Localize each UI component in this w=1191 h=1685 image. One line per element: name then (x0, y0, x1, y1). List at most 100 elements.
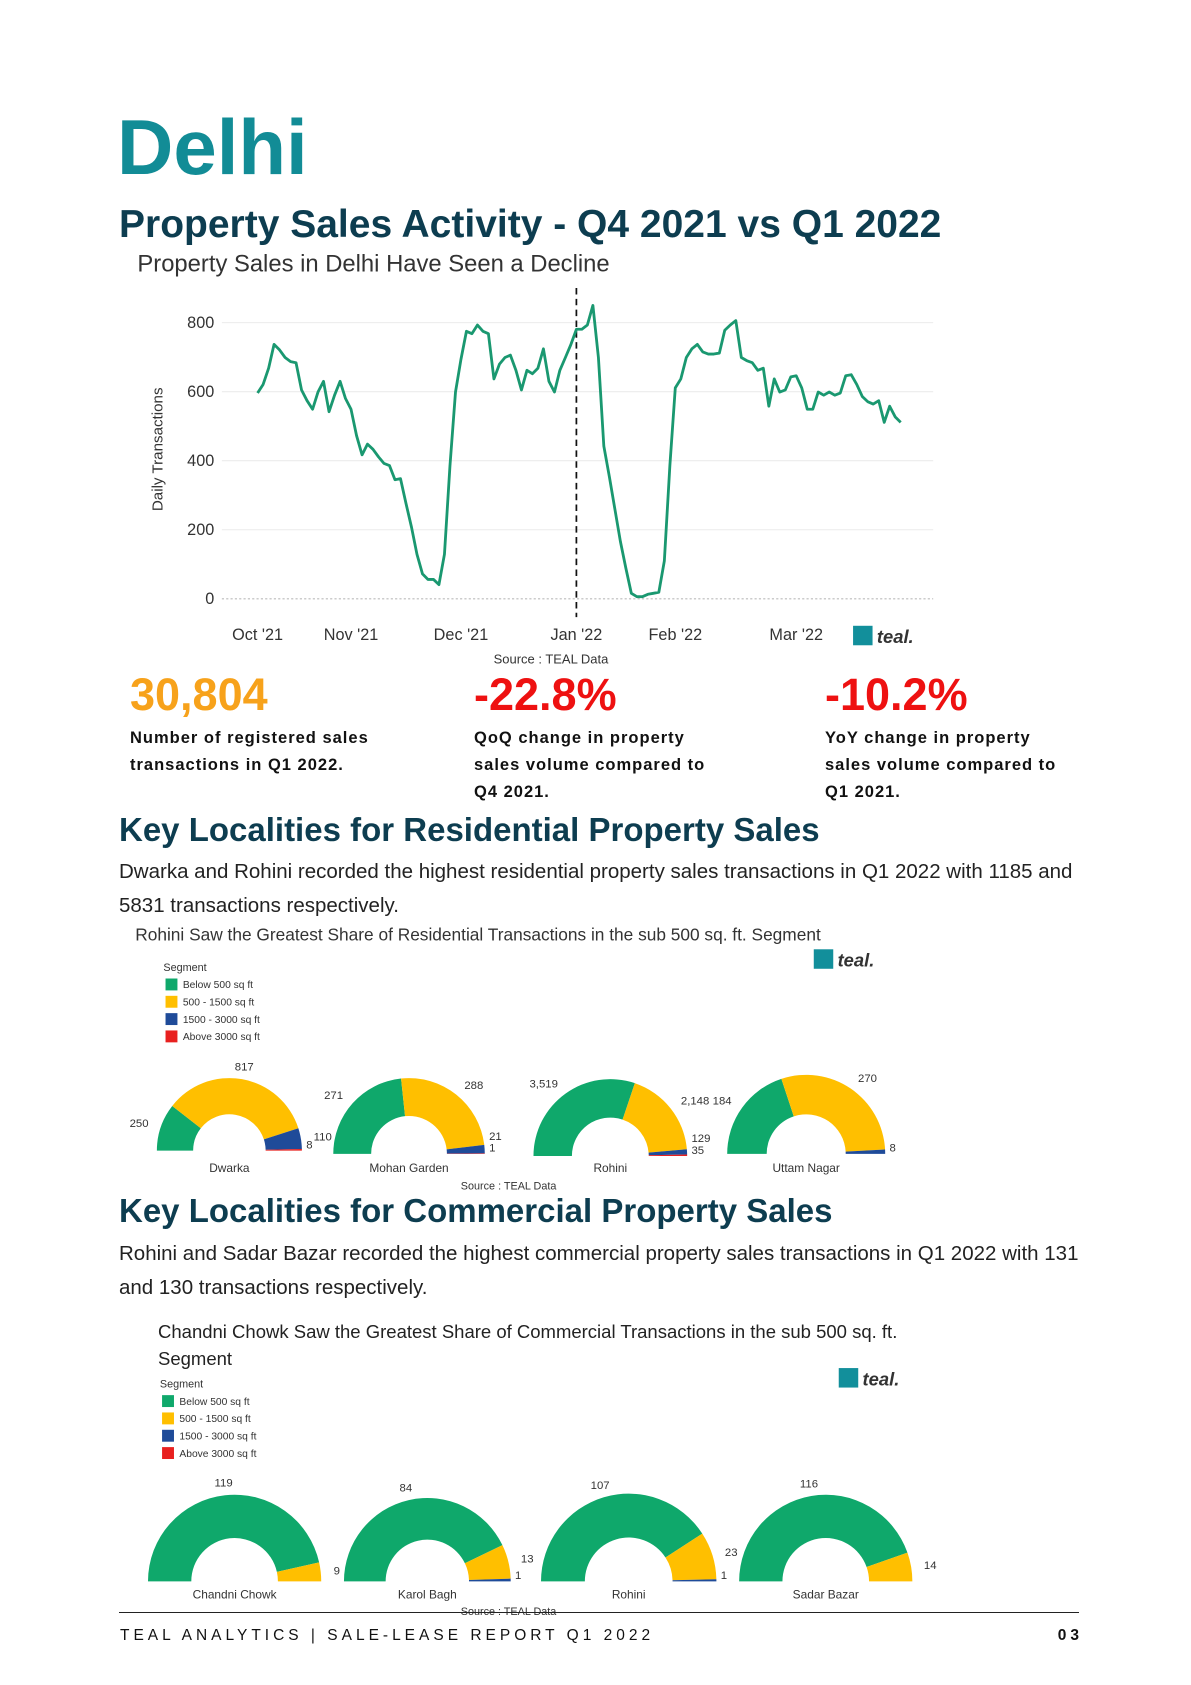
donut-segment (263, 1128, 302, 1150)
donut-segment (533, 1079, 635, 1156)
donut-segment (665, 1533, 717, 1581)
value-label: 2,148 (681, 1096, 709, 1108)
value-label: 271 (324, 1090, 343, 1102)
value-label: 3,519 (529, 1078, 557, 1090)
logo: teal. (877, 626, 914, 647)
value-label: 14 (924, 1560, 937, 1572)
value-label: 250 (130, 1118, 149, 1130)
donut-segment (672, 1579, 717, 1582)
donut-segment (401, 1078, 485, 1150)
donut-segment (648, 1154, 688, 1156)
x-tick-label: Dec '21 (434, 626, 489, 644)
donut-segment (276, 1562, 322, 1582)
donut-segment (781, 1074, 886, 1152)
legend-swatch (162, 1429, 174, 1442)
category-label: Sadar Bazar (793, 1588, 859, 1602)
category-label: Rohini (612, 1588, 646, 1602)
legend-swatch (162, 1395, 174, 1408)
y-tick-label: 400 (187, 452, 214, 470)
donut-chart: Segment Below 500 sq ft 500 - 1500 sq ft 15… (147, 1368, 937, 1618)
data-line (256, 304, 902, 599)
stat-text: Number of registered sales transactions … (130, 729, 369, 774)
stat-text: YoY change in property sales volume comp… (825, 729, 1057, 801)
donut-segment (541, 1493, 703, 1582)
category-label: Chandni Chowk (193, 1588, 277, 1602)
legend-swatch (165, 1013, 178, 1026)
donut-segment (464, 1545, 511, 1581)
value-label: 184 (713, 1095, 732, 1107)
donut-segment (845, 1149, 886, 1154)
donut-segment (468, 1578, 511, 1582)
donut-segment (156, 1105, 201, 1151)
legend-label: Above 3000 sq ft (179, 1449, 256, 1460)
footer-rule (119, 1612, 1079, 1613)
category-label: Dwarka (209, 1161, 250, 1175)
legend-swatch (162, 1412, 174, 1425)
stat-value: 30,804 (130, 669, 268, 720)
value-label: 110 (314, 1132, 332, 1144)
value-label: 817 (235, 1062, 254, 1074)
legend-label: 500 - 1500 sq ft (183, 998, 254, 1009)
category-label: Rohini (593, 1161, 627, 1175)
y-tick-label: 800 (187, 314, 214, 332)
donut-segment (446, 1144, 485, 1154)
value-label: 129 (691, 1133, 710, 1145)
logo-mark (853, 625, 873, 646)
section-text: Rohini and Sadar Bazar recorded the high… (119, 1242, 1079, 1299)
y-tick-label: 200 (187, 521, 214, 539)
legend-label: 1500 - 3000 sq ft (179, 1432, 256, 1443)
donut-segment (147, 1494, 320, 1582)
category-label: Mohan Garden (369, 1161, 448, 1175)
value-label: 35 (691, 1145, 704, 1157)
legend-swatch (165, 995, 178, 1008)
value-label: 13 (521, 1554, 534, 1566)
donut-segment (739, 1494, 908, 1582)
legend-title: Segment (160, 1379, 203, 1391)
category-label: Karol Bagh (398, 1588, 457, 1602)
value-label: 9 (334, 1566, 340, 1578)
stat-value: -10.2% (825, 669, 968, 720)
value-label: 119 (215, 1478, 233, 1490)
value-label: 1 (515, 1570, 521, 1582)
x-tick-label: Feb '22 (649, 626, 703, 644)
donut-segment (622, 1083, 687, 1153)
legend-label: 1500 - 3000 sq ft (183, 1015, 260, 1026)
section-heading: Key Localities for Residential Property … (119, 811, 820, 848)
value-label: 21 (489, 1131, 502, 1143)
section-text: Dwarka and Rohini recorded the highest r… (119, 860, 1073, 917)
donut-segment (648, 1149, 688, 1156)
logo-mark (813, 949, 834, 969)
value-label: 8 (890, 1143, 896, 1155)
legend-swatch (165, 1030, 178, 1043)
x-tick-label: Nov '21 (324, 626, 379, 644)
footer-text: TEAL ANALYTICS | SALE-LEASE REPORT Q1 20… (120, 1627, 655, 1644)
value-label: 1 (721, 1570, 727, 1582)
chart-title: Chandni Chowk Saw the Greatest Share of … (158, 1321, 898, 1369)
chart-title: Rohini Saw the Greatest Share of Residen… (135, 925, 821, 945)
value-label: 288 (464, 1080, 483, 1092)
donut-segment (343, 1498, 503, 1582)
legend-label: Above 3000 sq ft (183, 1032, 260, 1043)
donut-segment (333, 1078, 406, 1154)
page-title: Delhi (117, 103, 308, 191)
x-tick-label: Oct '21 (232, 626, 283, 644)
stat-value: -22.8% (474, 669, 617, 720)
x-tick-label: Jan '22 (550, 626, 602, 644)
value-label: 84 (400, 1483, 413, 1495)
logo-mark (838, 1368, 859, 1388)
legend-label: Below 500 sq ft (179, 1397, 249, 1408)
page-subtitle: Property Sales Activity - Q4 2021 vs Q1 … (119, 203, 942, 246)
legend-title: Segment (163, 962, 206, 974)
section-heading: Key Localities for Commercial Property S… (119, 1192, 833, 1229)
y-tick-label: 0 (205, 590, 214, 608)
legend-swatch (165, 978, 178, 991)
donut-segment (866, 1552, 913, 1582)
chart-source: Source : TEAL Data (461, 1181, 558, 1191)
value-label: 8 (306, 1139, 312, 1151)
chart-source: Source : TEAL Data (461, 1606, 558, 1618)
value-label: 1 (489, 1143, 495, 1155)
y-axis-label: Daily Transactions (149, 387, 166, 511)
legend-label: 500 - 1500 sq ft (179, 1414, 250, 1425)
value-label: 107 (591, 1480, 610, 1492)
